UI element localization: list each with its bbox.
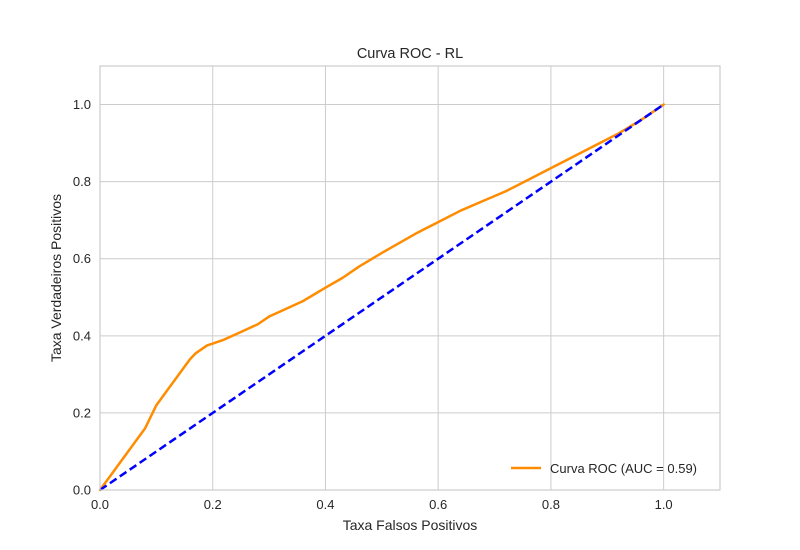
y-tick-label: 0.0 <box>73 483 91 498</box>
y-tick-label: 0.2 <box>73 405 91 420</box>
x-tick-label: 0.2 <box>204 497 222 512</box>
plot-frame <box>99 65 721 491</box>
x-tick-label: 0.0 <box>91 497 109 512</box>
legend-label-roc: Curva ROC (AUC = 0.59) <box>550 461 697 476</box>
x-tick-label: 0.6 <box>429 497 447 512</box>
y-tick-labels: 0.0 0.2 0.4 0.6 0.8 1.0 <box>73 97 91 497</box>
random-baseline-line <box>99 103 665 492</box>
y-tick-label: 1.0 <box>73 97 91 112</box>
roc-curve-line <box>98 103 665 492</box>
series-group <box>98 103 665 492</box>
x-tick-labels: 0.0 0.2 0.4 0.6 0.8 1.0 <box>91 497 673 512</box>
legend: Curva ROC (AUC = 0.59) <box>511 461 697 476</box>
y-axis-label: Taxa Verdadeiros Positivos <box>48 194 64 362</box>
y-tick-label: 0.6 <box>73 251 91 266</box>
chart-title: Curva ROC - RL <box>357 46 463 62</box>
y-tick-label: 0.8 <box>73 174 91 189</box>
x-tick-label: 0.4 <box>316 497 334 512</box>
x-axis-label: Taxa Falsos Positivos <box>343 517 478 533</box>
grid-lines <box>99 66 720 491</box>
x-tick-label: 1.0 <box>655 497 673 512</box>
x-tick-label: 0.8 <box>542 497 560 512</box>
y-tick-label: 0.4 <box>73 328 91 343</box>
